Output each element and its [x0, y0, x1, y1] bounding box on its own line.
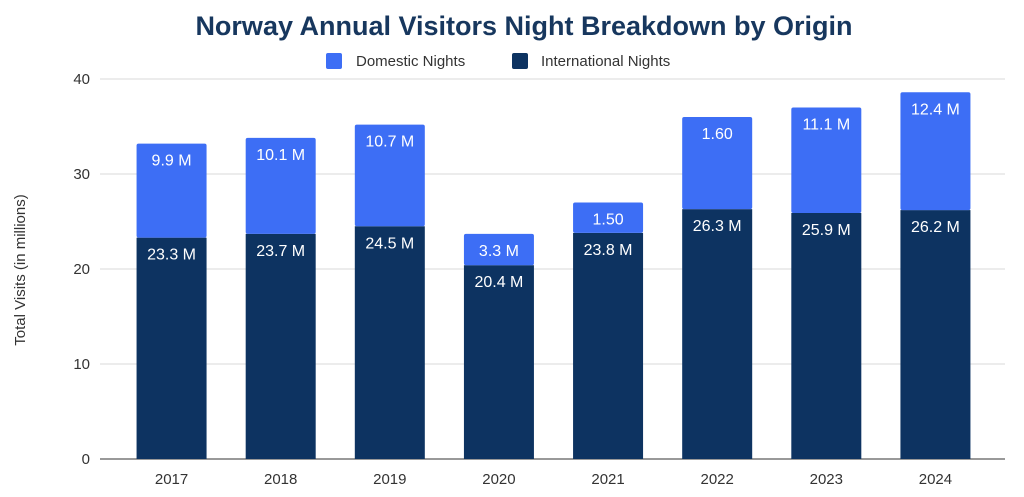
legend-swatch-international [512, 53, 528, 69]
bar-domestic-2023 [791, 107, 862, 213]
data-label: 3.3 M [479, 243, 519, 260]
x-tick-label: 2021 [591, 471, 624, 488]
bar-domestic-2024 [900, 92, 971, 211]
y-tick-label: 40 [73, 71, 90, 88]
x-tick-label: 2023 [810, 471, 843, 488]
bar-domestic-2022 [682, 117, 753, 210]
data-label: 24.5 M [365, 235, 414, 252]
y-tick-label: 20 [73, 261, 90, 278]
x-tick-label: 2020 [482, 471, 515, 488]
data-label: 25.9 M [802, 222, 851, 239]
y-tick-label: 30 [73, 166, 90, 183]
bar-domestic-2021 [573, 202, 644, 233]
bar-international-2023 [791, 212, 862, 459]
x-tick-label: 2019 [373, 471, 406, 488]
bar-international-2018 [245, 233, 316, 459]
data-label: 1.50 [592, 212, 623, 229]
bar-international-2024 [900, 210, 971, 459]
x-tick-label: 2018 [264, 471, 297, 488]
y-tick-label: 0 [82, 451, 90, 468]
data-label: 12.4 M [911, 101, 960, 118]
data-label: 20.4 M [474, 274, 523, 291]
data-label: 23.8 M [584, 242, 633, 259]
x-tick-label: 2024 [919, 471, 952, 488]
bar-domestic-2017 [136, 143, 207, 238]
legend-label-domestic: Domestic Nights [356, 53, 465, 70]
x-tick-label: 2017 [155, 471, 188, 488]
y-tick-label: 10 [73, 356, 90, 373]
bar-international-2017 [136, 237, 207, 459]
data-label: 26.2 M [911, 219, 960, 236]
data-label: 9.9 M [152, 153, 192, 170]
data-label: 10.1 M [256, 147, 305, 164]
bar-international-2021 [573, 232, 644, 459]
bar-international-2022 [682, 209, 753, 459]
y-axis-label: Total Visits (in millions) [12, 194, 29, 345]
legend-label-international: International Nights [541, 53, 670, 70]
data-label: 23.3 M [147, 247, 196, 264]
chart-title: Norway Annual Visitors Night Breakdown b… [195, 11, 852, 41]
data-label: 11.1 M [802, 117, 850, 134]
bar-domestic-2018 [245, 137, 316, 234]
bar-domestic-2019 [354, 124, 425, 227]
legend-swatch-domestic [326, 53, 342, 69]
data-label: 23.7 M [256, 243, 305, 260]
data-label: 1.60 [702, 126, 733, 143]
data-label: 10.7 M [365, 134, 414, 151]
bar-international-2020 [463, 265, 534, 459]
bar-international-2019 [354, 226, 425, 459]
x-tick-label: 2022 [701, 471, 734, 488]
bar-domestic-2020 [463, 233, 534, 266]
data-label: 26.3 M [693, 218, 742, 235]
legend: Domestic Nights International Nights [326, 53, 670, 70]
